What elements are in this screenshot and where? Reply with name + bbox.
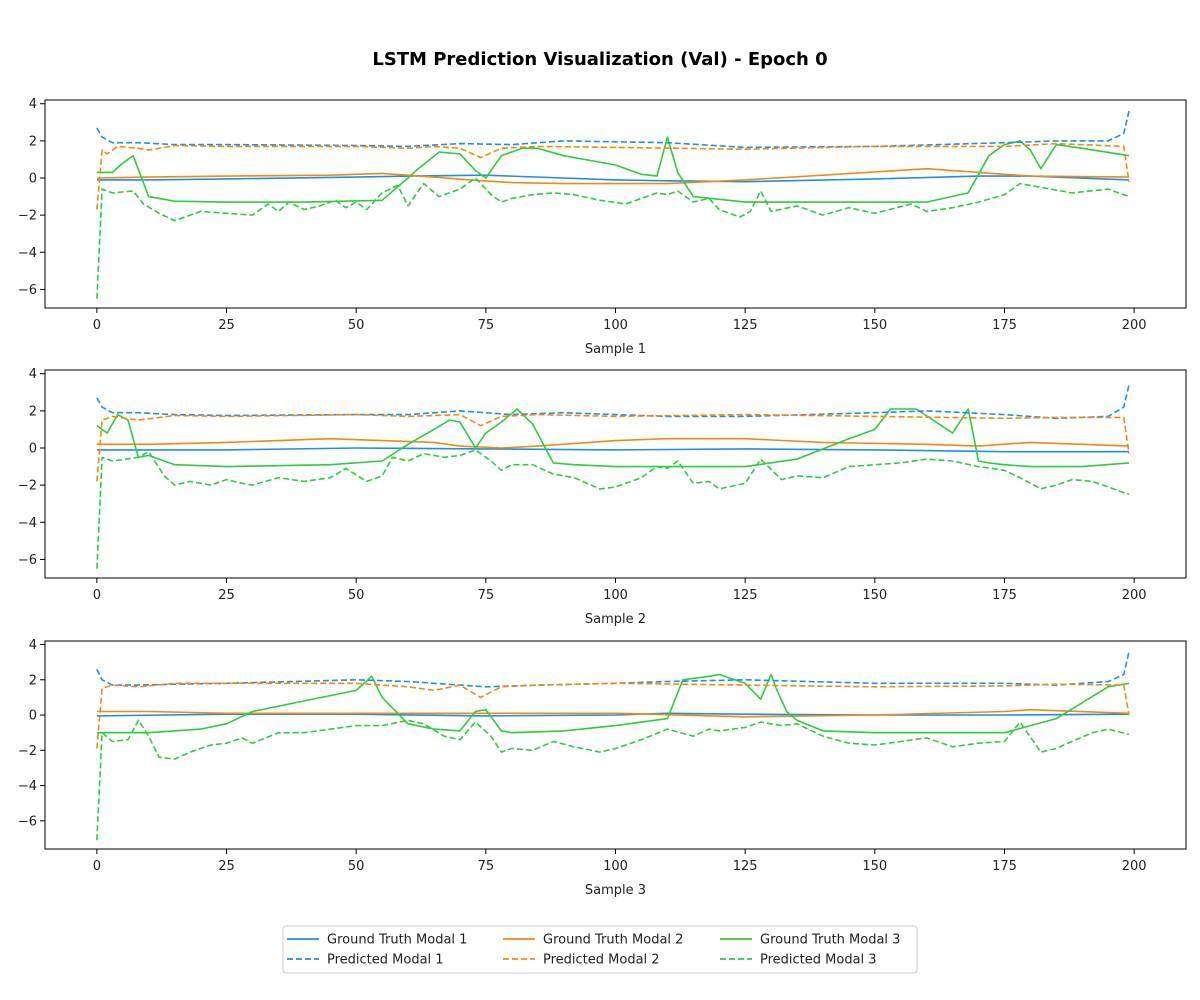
- series-group: [96, 110, 1130, 299]
- x-tick-label: 150: [862, 588, 887, 603]
- subplot-sample-3: 0 25 50 75 100 125 150 175 200 4 2 0 −2 −4 −6 Sample 3: [18, 638, 1187, 898]
- x-tick-label: 50: [348, 588, 365, 603]
- x-tick-label: 100: [603, 859, 628, 874]
- series-line-pr3: [96, 719, 1130, 841]
- subplot-sample-1: 0 25 50 75 100 125 150 175 200 4 2 0 −2 −4 −6 Sample 1: [18, 97, 1187, 357]
- x-tick-label: 50: [348, 318, 365, 333]
- x-tick-label: 125: [733, 588, 758, 603]
- x-tick-label: 25: [218, 859, 235, 874]
- y-tick-label: 0: [29, 442, 37, 457]
- x-tick-label: 175: [992, 588, 1017, 603]
- x-tick-label: 175: [992, 318, 1017, 333]
- y-tick-label: −4: [18, 246, 37, 261]
- x-tick-label: 75: [478, 588, 495, 603]
- y-tick-label: 0: [29, 709, 37, 724]
- legend-label-gt3: Ground Truth Modal 3: [760, 933, 900, 948]
- series-line-pr2: [96, 142, 1130, 210]
- x-axis-label: Sample 1: [585, 342, 646, 357]
- y-tick-label: 0: [29, 172, 37, 187]
- figure-title: LSTM Prediction Visualization (Val) - Ep…: [372, 49, 827, 70]
- series-line-pr1: [96, 110, 1130, 149]
- legend-label-gt2: Ground Truth Modal 2: [543, 933, 683, 948]
- x-tick-label: 150: [862, 859, 887, 874]
- y-tick-label: 4: [29, 367, 37, 382]
- y-tick-label: −2: [18, 744, 37, 759]
- x-tick-label: 150: [862, 318, 887, 333]
- series-line-gt1: [96, 447, 1129, 453]
- series-line-gt2: [96, 437, 1130, 449]
- series-line-pr3: [96, 177, 1130, 299]
- y-tick-label: −2: [18, 479, 37, 494]
- y-tick-label: −6: [18, 283, 37, 298]
- y-tick-label: 2: [29, 404, 37, 419]
- x-tick-label: 75: [478, 318, 495, 333]
- x-tick-label: 175: [992, 859, 1017, 874]
- y-tick-label: −6: [18, 814, 37, 829]
- series-line-gt2: [96, 708, 1130, 718]
- x-tick-label: 25: [218, 318, 235, 333]
- x-tick-label: 200: [1122, 588, 1147, 603]
- x-tick-label: 100: [603, 318, 628, 333]
- legend-label-pr2: Predicted Modal 2: [543, 953, 660, 968]
- legend-label-gt1: Ground Truth Modal 1: [327, 933, 467, 948]
- x-tick-label: 50: [348, 859, 365, 874]
- legend-label-pr1: Predicted Modal 1: [327, 953, 444, 968]
- x-axis-label: Sample 3: [585, 883, 646, 898]
- series-line-pr3: [96, 449, 1130, 569]
- legend-label-pr3: Predicted Modal 3: [760, 953, 877, 968]
- subplot-sample-2: 0 25 50 75 100 125 150 175 200 4 2 0 −2 −4 −6 Sample 2: [18, 367, 1187, 627]
- x-tick-label: 0: [93, 318, 101, 333]
- y-tick-label: 4: [29, 97, 37, 112]
- y-tick-label: −6: [18, 553, 37, 568]
- y-tick-label: 2: [29, 673, 37, 688]
- series-group: [96, 384, 1130, 569]
- x-tick-label: 25: [218, 588, 235, 603]
- series-group: [96, 651, 1130, 841]
- series-line-pr2: [96, 682, 1130, 749]
- series-line-gt2: [96, 167, 1130, 185]
- legend: Ground Truth Modal 1 Ground Truth Modal 2…: [282, 925, 918, 974]
- x-tick-label: 0: [93, 859, 101, 874]
- series-line-gt3: [96, 136, 1130, 203]
- series-line-gt1: [96, 174, 1130, 183]
- x-axis-label: Sample 2: [585, 612, 646, 627]
- x-tick-label: 200: [1122, 859, 1147, 874]
- x-tick-label: 200: [1122, 318, 1147, 333]
- y-tick-label: −2: [18, 209, 37, 224]
- series-line-gt3: [96, 673, 1130, 734]
- legend-frame: [282, 925, 918, 974]
- x-tick-label: 75: [478, 859, 495, 874]
- series-line-gt3: [96, 408, 1130, 468]
- x-tick-label: 0: [93, 588, 101, 603]
- y-tick-label: 4: [29, 638, 37, 653]
- x-tick-label: 125: [733, 859, 758, 874]
- x-tick-label: 125: [733, 318, 758, 333]
- y-tick-label: −4: [18, 516, 37, 531]
- y-tick-label: 2: [29, 134, 37, 149]
- y-tick-label: −4: [18, 779, 37, 794]
- series-line-pr2: [96, 413, 1130, 482]
- x-tick-label: 100: [603, 588, 628, 603]
